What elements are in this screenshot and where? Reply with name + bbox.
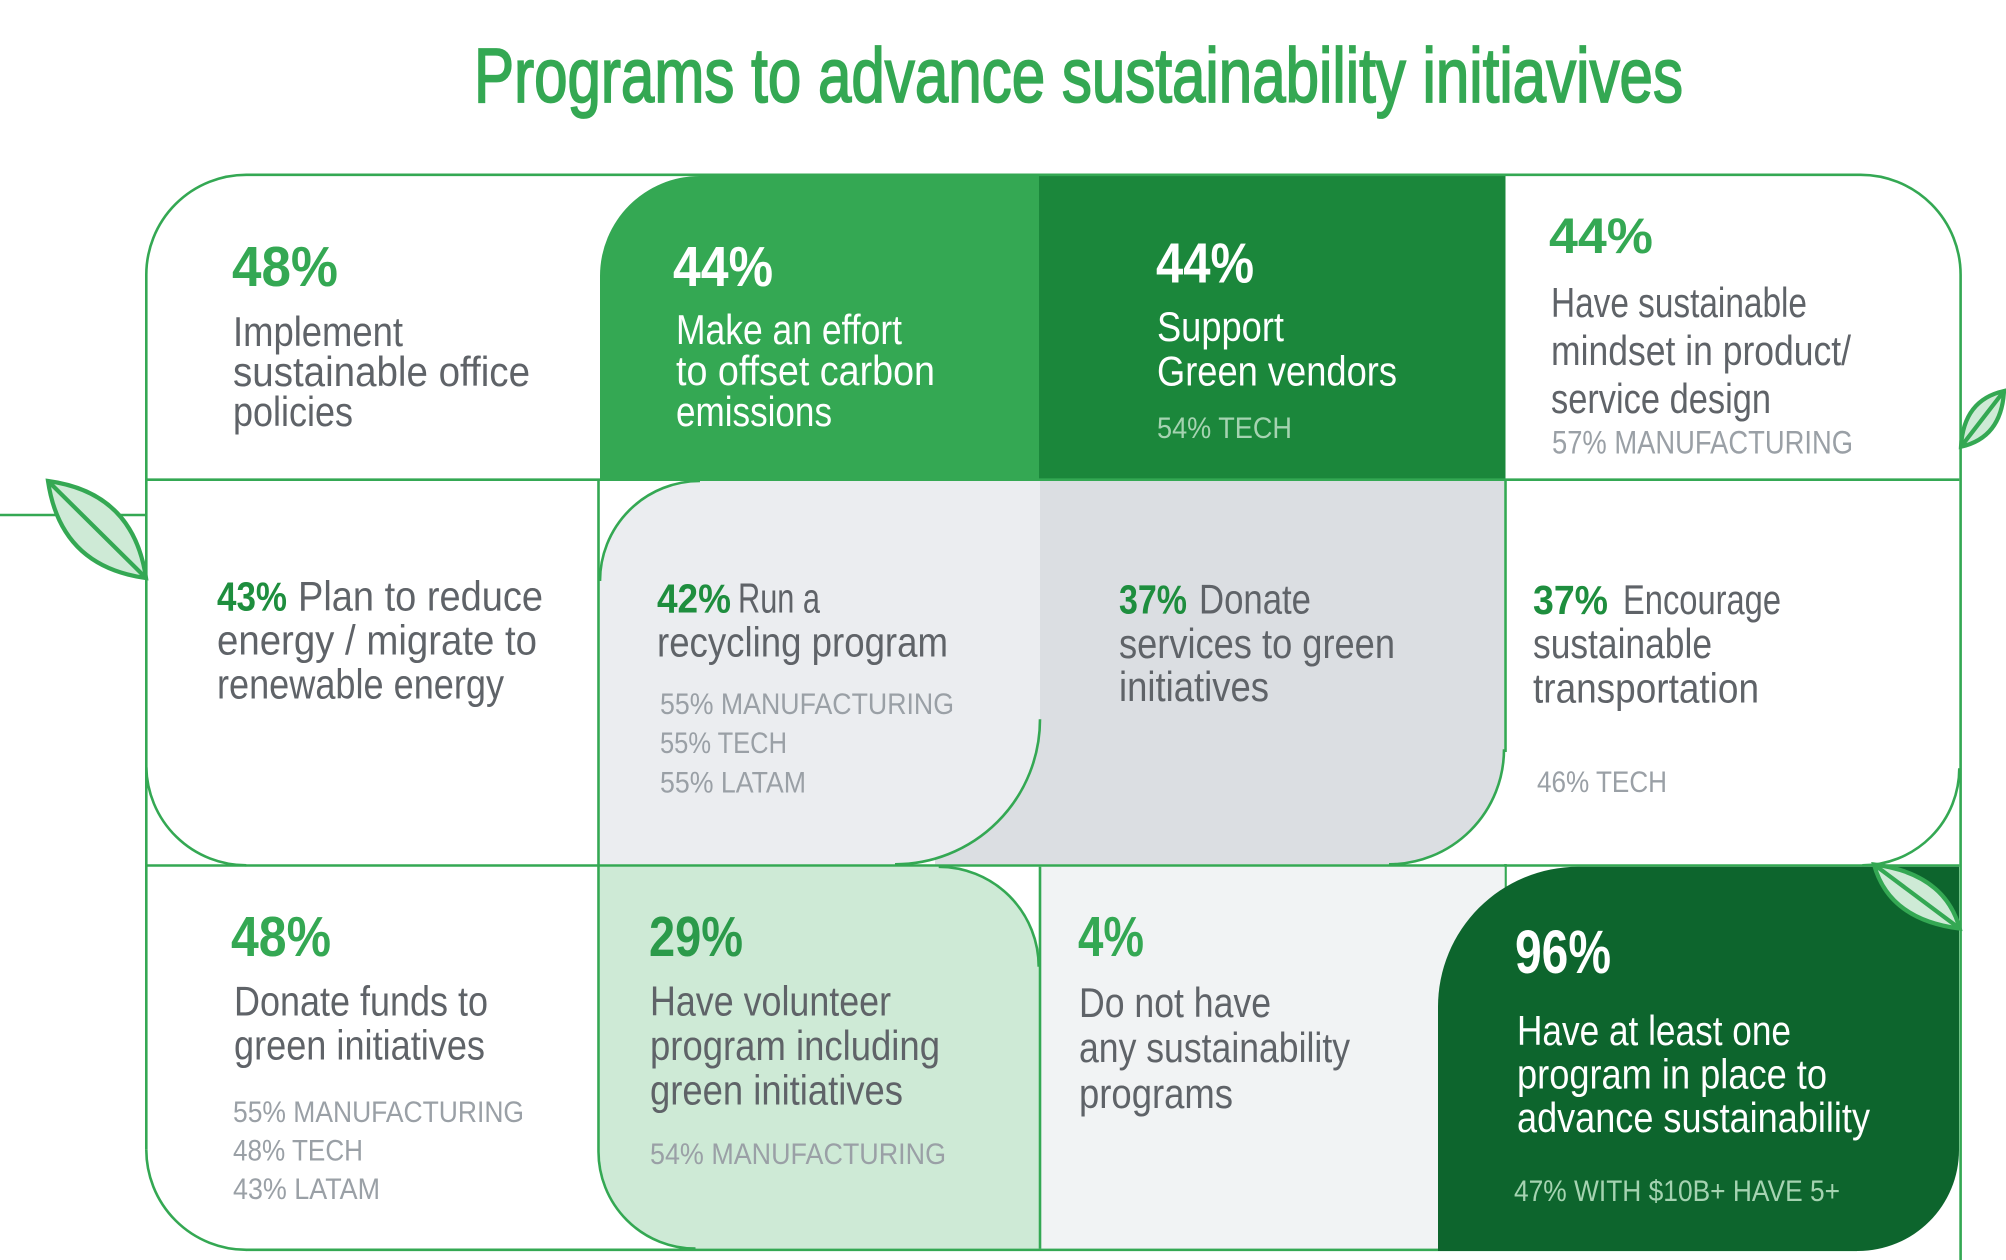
svg-text:advance sustainability: advance sustainability — [1517, 1094, 1870, 1141]
svg-text:service design: service design — [1551, 375, 1771, 422]
svg-text:Support: Support — [1157, 303, 1284, 350]
svg-text:mindset in product/: mindset in product/ — [1551, 327, 1851, 374]
svg-text:Have volunteer: Have volunteer — [650, 978, 891, 1025]
svg-text:Green vendors: Green vendors — [1157, 348, 1397, 395]
svg-text:Have at least one: Have at least one — [1517, 1007, 1791, 1054]
svg-text:44%: 44% — [1156, 232, 1254, 296]
svg-text:55% LATAM: 55% LATAM — [660, 767, 806, 800]
svg-text:recycling program: recycling program — [657, 619, 948, 666]
svg-text:44%: 44% — [673, 235, 773, 299]
svg-text:policies: policies — [233, 388, 353, 435]
svg-text:Implement: Implement — [233, 308, 403, 355]
svg-text:energy / migrate to: energy / migrate to — [217, 617, 537, 664]
svg-text:Make an effort: Make an effort — [676, 306, 902, 353]
svg-text:48%: 48% — [232, 235, 338, 299]
svg-text:program in place to: program in place to — [1517, 1051, 1827, 1098]
svg-text:initiatives: initiatives — [1119, 663, 1269, 710]
svg-text:47% WITH $10B+ HAVE 5+: 47% WITH $10B+ HAVE 5+ — [1514, 1175, 1840, 1208]
svg-text:green initiatives: green initiatives — [234, 1022, 485, 1069]
svg-text:Have sustainable: Have sustainable — [1551, 279, 1807, 326]
svg-text:Encourage: Encourage — [1623, 576, 1781, 623]
svg-text:57% MANUFACTURING: 57% MANUFACTURING — [1552, 425, 1853, 461]
svg-text:transportation: transportation — [1533, 665, 1759, 712]
svg-text:Do not have: Do not have — [1079, 979, 1271, 1026]
svg-text:29%: 29% — [649, 905, 743, 969]
svg-text:program including: program including — [650, 1022, 940, 1069]
svg-text:55% MANUFACTURING: 55% MANUFACTURING — [233, 1096, 524, 1129]
svg-text:Donate funds to: Donate funds to — [234, 977, 488, 1024]
svg-text:55% TECH: 55% TECH — [660, 727, 787, 760]
svg-text:46% TECH: 46% TECH — [1537, 766, 1667, 799]
svg-text:Run a: Run a — [738, 575, 820, 622]
svg-text:green initiatives: green initiatives — [650, 1067, 903, 1114]
svg-text:sustainable: sustainable — [1533, 620, 1712, 667]
svg-text:96%: 96% — [1515, 918, 1611, 986]
svg-text:43%: 43% — [217, 574, 287, 620]
svg-text:37%: 37% — [1533, 577, 1608, 623]
svg-text:sustainable office: sustainable office — [233, 348, 530, 395]
svg-text:37%: 37% — [1119, 577, 1187, 623]
svg-text:54% MANUFACTURING: 54% MANUFACTURING — [650, 1138, 946, 1171]
svg-text:to offset carbon: to offset carbon — [676, 347, 935, 394]
svg-text:48%: 48% — [231, 905, 331, 969]
svg-text:renewable energy: renewable energy — [217, 661, 504, 708]
svg-text:54% TECH: 54% TECH — [1157, 412, 1292, 445]
svg-text:Plan to reduce: Plan to reduce — [298, 573, 543, 620]
svg-text:48% TECH: 48% TECH — [233, 1135, 363, 1168]
svg-text:services to green: services to green — [1119, 620, 1395, 667]
svg-text:any sustainability: any sustainability — [1079, 1024, 1350, 1071]
svg-text:4%: 4% — [1078, 905, 1144, 969]
svg-text:44%: 44% — [1549, 208, 1653, 264]
svg-text:43% LATAM: 43% LATAM — [233, 1173, 380, 1206]
svg-text:emissions: emissions — [676, 388, 832, 435]
svg-text:42%: 42% — [657, 576, 731, 622]
svg-text:programs: programs — [1079, 1070, 1233, 1117]
svg-text:Programs to advance sustainabi: Programs to advance sustainability initi… — [474, 33, 1683, 119]
svg-text:55% MANUFACTURING: 55% MANUFACTURING — [660, 688, 954, 721]
svg-text:Donate: Donate — [1199, 576, 1311, 623]
